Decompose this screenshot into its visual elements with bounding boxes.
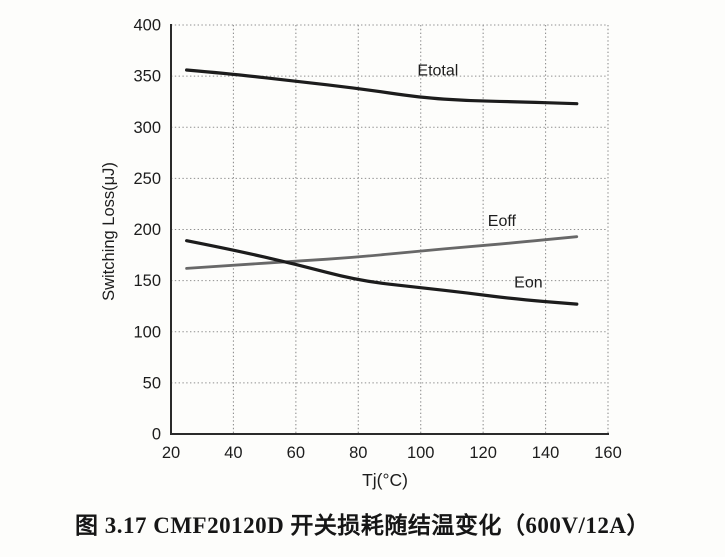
y-tick-label: 100 xyxy=(133,323,161,341)
y-tick-label: 250 xyxy=(133,170,161,188)
y-tick-label: 400 xyxy=(133,17,161,35)
x-tick-label: 100 xyxy=(407,444,435,462)
x-tick-label: 40 xyxy=(224,444,242,462)
x-tick-label: 160 xyxy=(594,444,622,462)
y-tick-label: 200 xyxy=(133,221,161,239)
y-tick-label: 300 xyxy=(133,119,161,137)
series-label-eon: Eon xyxy=(514,275,542,292)
series-line-etotal xyxy=(185,68,579,106)
x-tick-label: 80 xyxy=(349,444,367,462)
x-tick-label: 20 xyxy=(162,444,180,462)
series-label-eoff: Eoff xyxy=(488,213,517,230)
series-line-eoff xyxy=(185,235,579,270)
series-label-etotal: Etotal xyxy=(417,62,458,79)
y-tick-label: 350 xyxy=(133,68,161,86)
x-tick-label: 120 xyxy=(469,444,497,462)
x-tick-label: 140 xyxy=(532,444,560,462)
y-tick-label: 150 xyxy=(133,272,161,290)
switching-loss-line-chart: 0 50 100 150 200 250 300 350 400 20 40 60 80 100 120 14… xyxy=(100,17,622,491)
y-tick-label: 0 xyxy=(152,426,161,444)
series-line-eon xyxy=(185,239,579,306)
y-axis-title: Switching Loss(μJ) xyxy=(100,162,118,301)
x-axis-title: Tj(°C) xyxy=(362,470,408,490)
figure-caption: 图 3.17 CMF20120D 开关损耗随结温变化（600V/12A） xyxy=(74,513,651,538)
x-tick-label: 60 xyxy=(287,444,305,462)
y-tick-label: 50 xyxy=(143,374,161,392)
